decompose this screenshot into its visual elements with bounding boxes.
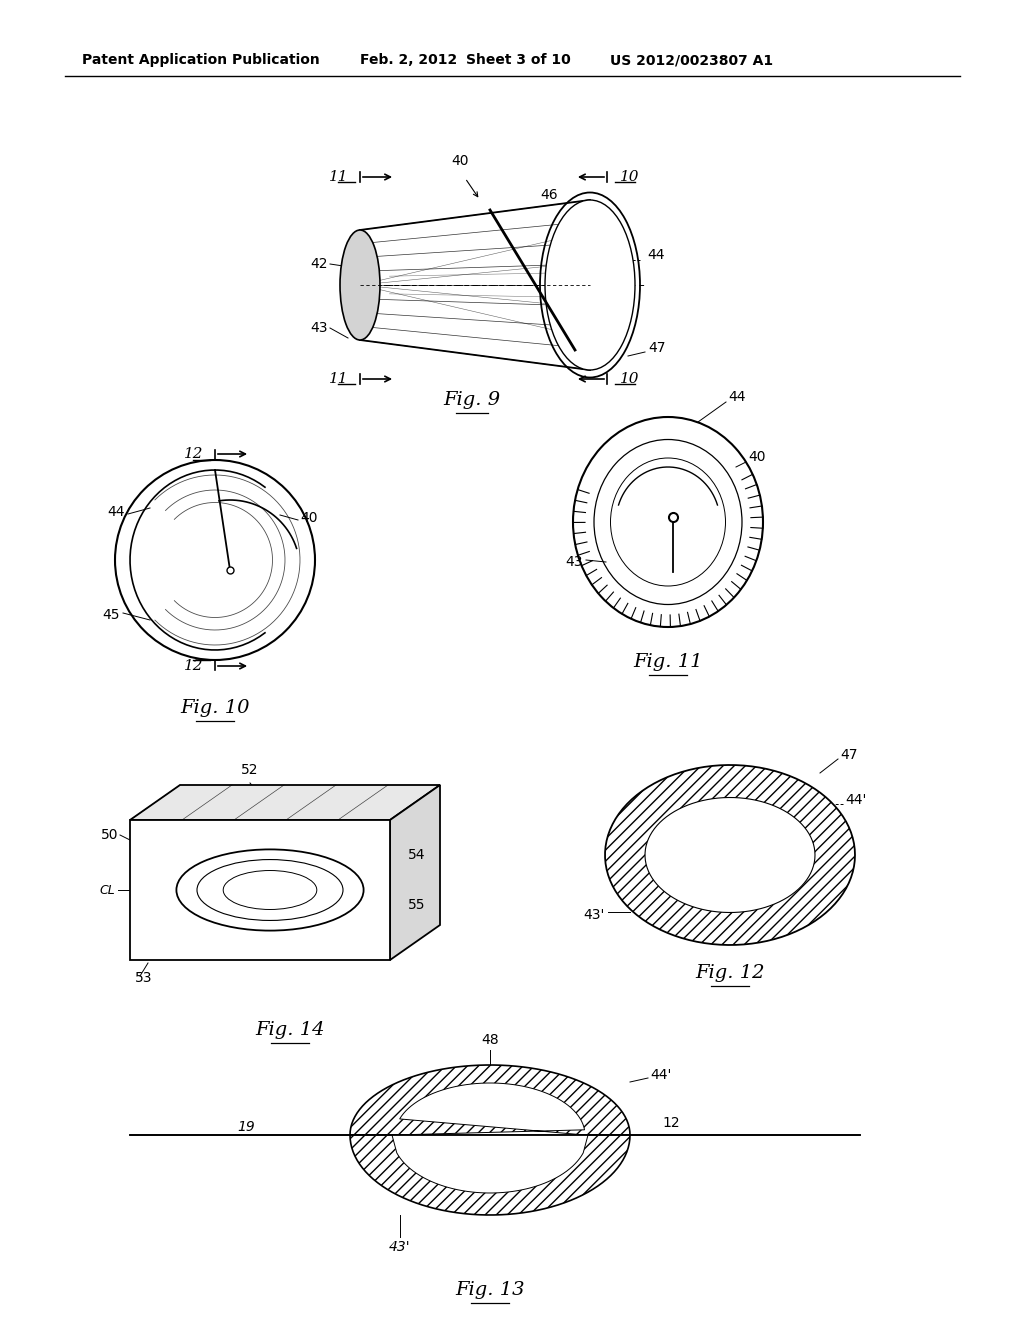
Text: Fig. 11: Fig. 11 <box>633 653 702 671</box>
Polygon shape <box>395 1082 585 1135</box>
Text: 40: 40 <box>452 154 469 168</box>
Text: 42: 42 <box>310 257 328 271</box>
Text: 12: 12 <box>662 1115 680 1130</box>
Polygon shape <box>350 1135 630 1214</box>
Polygon shape <box>130 820 390 960</box>
Polygon shape <box>350 1065 630 1135</box>
Text: Sheet 3 of 10: Sheet 3 of 10 <box>466 53 570 67</box>
Polygon shape <box>390 785 440 960</box>
Text: CL: CL <box>99 883 115 896</box>
Text: 11: 11 <box>329 372 348 385</box>
Text: 45: 45 <box>102 609 120 622</box>
Text: 43: 43 <box>565 554 583 569</box>
Ellipse shape <box>545 201 635 370</box>
Text: 43': 43' <box>584 908 605 921</box>
Text: 52: 52 <box>242 763 259 777</box>
Text: 10: 10 <box>620 170 640 183</box>
Text: 19: 19 <box>238 1119 255 1134</box>
Text: Fig. 9: Fig. 9 <box>443 391 501 409</box>
Text: 43: 43 <box>310 321 328 335</box>
Text: Fig. 12: Fig. 12 <box>695 964 765 982</box>
Text: 40: 40 <box>300 511 317 525</box>
Text: 46: 46 <box>540 187 558 202</box>
Text: Fig. 14: Fig. 14 <box>255 1020 325 1039</box>
Text: 47: 47 <box>840 748 857 762</box>
Text: 12: 12 <box>183 659 203 673</box>
Text: 11: 11 <box>329 170 348 183</box>
Text: 12: 12 <box>183 447 203 461</box>
Text: Patent Application Publication: Patent Application Publication <box>82 53 319 67</box>
Text: 44: 44 <box>647 248 665 261</box>
Polygon shape <box>392 1135 588 1193</box>
Text: 50: 50 <box>100 828 118 842</box>
Text: Fig. 10: Fig. 10 <box>180 700 250 717</box>
Text: 54: 54 <box>408 847 426 862</box>
Text: 56: 56 <box>295 913 312 927</box>
Text: Feb. 2, 2012: Feb. 2, 2012 <box>360 53 458 67</box>
Text: 44: 44 <box>728 389 745 404</box>
Text: 10: 10 <box>620 372 640 385</box>
Text: 44': 44' <box>650 1068 672 1082</box>
Text: 43': 43' <box>389 1239 411 1254</box>
Text: 47: 47 <box>648 341 666 355</box>
Ellipse shape <box>340 230 380 341</box>
Polygon shape <box>130 785 440 820</box>
Text: Fig. 13: Fig. 13 <box>456 1280 524 1299</box>
Text: 44': 44' <box>845 793 866 807</box>
Text: 53: 53 <box>135 972 153 985</box>
Text: 40: 40 <box>748 450 766 465</box>
Ellipse shape <box>610 458 725 586</box>
Text: 48: 48 <box>481 1034 499 1047</box>
Polygon shape <box>605 766 855 945</box>
Text: US 2012/0023807 A1: US 2012/0023807 A1 <box>610 53 773 67</box>
Text: 55: 55 <box>408 898 426 912</box>
Polygon shape <box>645 797 815 912</box>
Text: 44: 44 <box>108 506 125 519</box>
